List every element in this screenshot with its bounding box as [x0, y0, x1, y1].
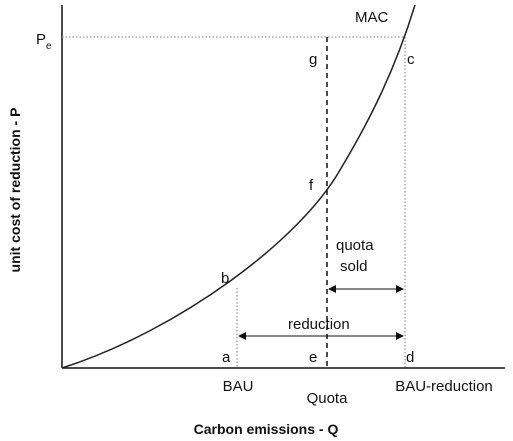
reduction-label: reduction: [288, 316, 350, 333]
price-main: P: [36, 31, 46, 48]
curve-label: MAC: [355, 9, 389, 26]
price-label: Pe: [36, 31, 52, 52]
price-sub: e: [46, 41, 52, 52]
point-label: b: [221, 270, 229, 287]
quota-sold-label: sold: [340, 258, 368, 275]
y-axis-title: unit cost of reduction - P: [7, 108, 23, 273]
mac-curve: [61, 4, 416, 369]
x-label: BAU: [223, 378, 254, 395]
point-label: c: [407, 51, 415, 68]
point-label: f: [309, 177, 314, 194]
point-label: g: [309, 51, 317, 68]
x-label: BAU-reduction: [395, 378, 493, 395]
point-label: e: [309, 349, 317, 366]
point-label: a: [222, 349, 231, 366]
point-label: d: [406, 349, 414, 366]
x-label: Quota: [307, 390, 349, 407]
quota-sold-label: quota: [336, 237, 374, 254]
x-axis-title: Carbon emissions - Q: [194, 421, 339, 437]
